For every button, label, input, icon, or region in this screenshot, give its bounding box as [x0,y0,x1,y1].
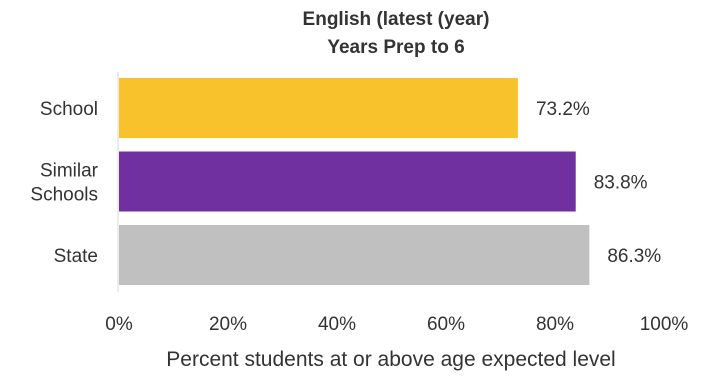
category-label-2-line-0: State [54,246,98,267]
category-label-1-line-1: Schools [30,185,98,206]
x-tick-label-5: 100% [640,314,689,335]
bar-0 [119,78,518,138]
value-labels: 73.2% 83.8% 86.3% [536,99,661,267]
category-label-1-line-0: Similar [40,161,99,182]
chart-title-line-2: Years Prep to 6 [327,37,464,58]
value-label-0: 73.2% [536,99,590,120]
x-axis-ticks: 0% 20% 40% 60% 80% 100% [105,314,688,335]
bar-2 [119,225,590,285]
x-axis-title: Percent students at or above age expecte… [166,348,615,371]
bars-layer [119,78,590,285]
value-label-2: 86.3% [607,246,661,267]
x-tick-label-1: 20% [209,314,247,335]
x-tick-label-4: 80% [536,314,574,335]
bar-1 [119,151,576,212]
value-label-1: 83.8% [594,173,648,194]
chart-title-line-1: English (latest (year) [303,9,490,30]
x-tick-label-3: 60% [427,314,465,335]
category-labels: School Similar Schools State [30,99,98,267]
category-label-0-line-0: School [40,99,98,120]
x-tick-label-2: 40% [318,314,356,335]
x-tick-label-0: 0% [105,314,133,335]
